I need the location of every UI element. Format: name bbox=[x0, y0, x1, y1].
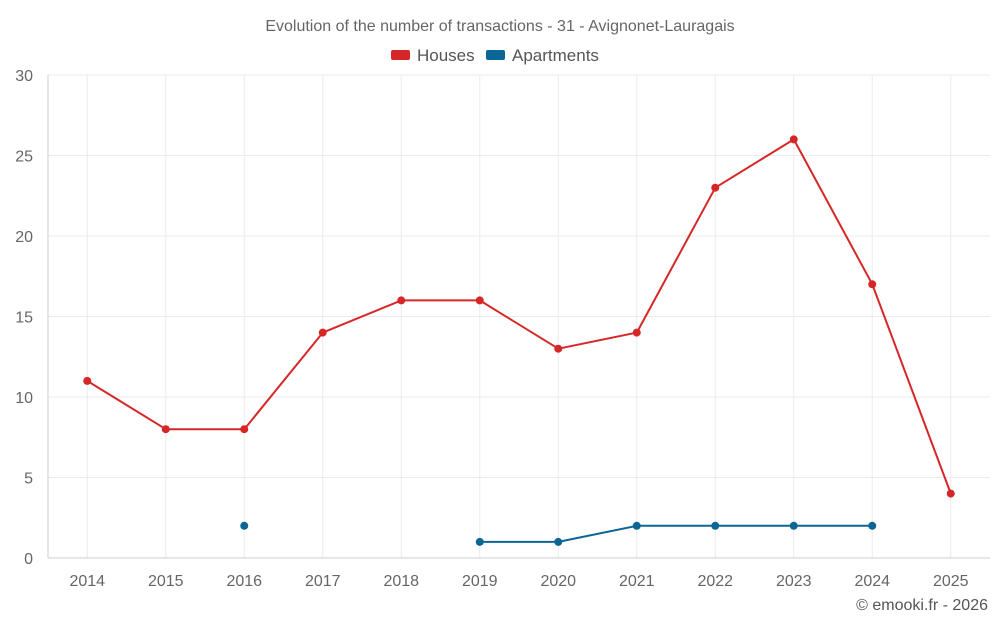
x-tick-label: 2024 bbox=[854, 573, 890, 590]
y-tick-label: 25 bbox=[15, 149, 33, 166]
series-line-houses bbox=[86, 138, 952, 494]
x-tick-label: 2015 bbox=[148, 573, 184, 590]
data-point-apartments[interactable] bbox=[240, 521, 249, 530]
data-point-apartments[interactable] bbox=[475, 537, 484, 546]
data-point-apartments[interactable] bbox=[632, 521, 641, 530]
legend-label-apartments[interactable]: Apartments bbox=[512, 46, 599, 65]
data-point-houses[interactable] bbox=[946, 489, 955, 498]
x-axis: 2014 2015 2016 2017 2018 2019 2020 2021 2022 2023… bbox=[48, 557, 990, 590]
y-tick-label: 20 bbox=[15, 229, 33, 246]
x-tick-label: 2023 bbox=[776, 573, 812, 590]
x-tick-label: 2020 bbox=[540, 573, 576, 590]
data-point-houses[interactable] bbox=[554, 344, 563, 353]
data-point-houses[interactable] bbox=[868, 280, 877, 289]
x-tick-label: 2025 bbox=[933, 573, 969, 590]
data-point-apartments[interactable] bbox=[554, 537, 563, 546]
data-point-houses[interactable] bbox=[789, 135, 798, 144]
data-point-apartments[interactable] bbox=[868, 521, 877, 530]
series-houses bbox=[83, 135, 955, 498]
x-tick-label: 2018 bbox=[383, 573, 419, 590]
legend: Houses Apartments bbox=[391, 46, 599, 65]
legend-swatch-houses bbox=[391, 50, 410, 60]
x-tick-label: 2021 bbox=[619, 573, 655, 590]
x-tick-label: 2014 bbox=[69, 573, 105, 590]
y-axis: 0 5 10 15 20 25 30 bbox=[15, 68, 49, 568]
series-apartments bbox=[240, 521, 877, 546]
series-line-apartments bbox=[479, 524, 873, 543]
data-point-apartments[interactable] bbox=[789, 521, 798, 530]
series-layer bbox=[83, 135, 955, 546]
x-tick-label: 2017 bbox=[305, 573, 341, 590]
data-point-houses[interactable] bbox=[475, 296, 484, 305]
legend-swatch-apartments bbox=[486, 50, 505, 60]
y-tick-label: 0 bbox=[24, 551, 33, 568]
legend-label-houses[interactable]: Houses bbox=[417, 46, 475, 65]
copyright-credit: © emooki.fr - 2026 bbox=[856, 597, 988, 614]
y-tick-label: 10 bbox=[15, 390, 33, 407]
x-tick-label: 2016 bbox=[226, 573, 262, 590]
chart-title: Evolution of the number of transactions … bbox=[265, 18, 734, 35]
y-tick-label: 15 bbox=[15, 310, 33, 327]
data-point-apartments[interactable] bbox=[711, 521, 720, 530]
x-tick-label: 2022 bbox=[697, 573, 733, 590]
data-point-houses[interactable] bbox=[240, 425, 249, 434]
data-point-houses[interactable] bbox=[83, 376, 92, 385]
data-point-houses[interactable] bbox=[632, 328, 641, 337]
data-point-houses[interactable] bbox=[397, 296, 406, 305]
grid bbox=[48, 74, 990, 558]
x-tick-label: 2019 bbox=[462, 573, 498, 590]
data-point-houses[interactable] bbox=[318, 328, 327, 337]
y-tick-label: 5 bbox=[24, 471, 33, 488]
data-point-houses[interactable] bbox=[161, 425, 170, 434]
data-point-houses[interactable] bbox=[711, 183, 720, 192]
y-tick-label: 30 bbox=[15, 68, 33, 85]
